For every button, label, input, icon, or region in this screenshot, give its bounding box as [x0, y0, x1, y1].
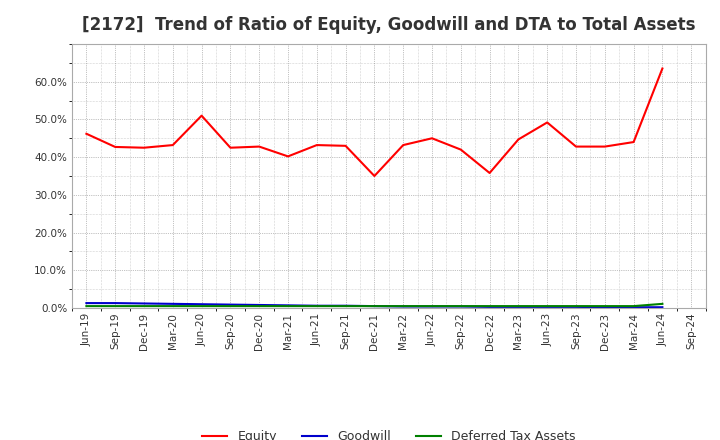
Equity — [629, 139, 638, 145]
Deferred Tax Assets — [428, 304, 436, 309]
Deferred Tax Assets — [399, 304, 408, 309]
Line: Equity: Equity — [86, 69, 662, 176]
Deferred Tax Assets — [341, 304, 350, 309]
Deferred Tax Assets — [284, 304, 292, 309]
Title: [2172]  Trend of Ratio of Equity, Goodwill and DTA to Total Assets: [2172] Trend of Ratio of Equity, Goodwil… — [82, 16, 696, 34]
Deferred Tax Assets — [658, 301, 667, 307]
Goodwill — [111, 301, 120, 306]
Goodwill — [572, 304, 580, 309]
Equity — [600, 144, 609, 149]
Goodwill — [82, 301, 91, 306]
Goodwill — [428, 304, 436, 309]
Equity — [456, 147, 465, 152]
Deferred Tax Assets — [255, 304, 264, 309]
Deferred Tax Assets — [140, 304, 148, 309]
Goodwill — [658, 304, 667, 310]
Deferred Tax Assets — [168, 304, 177, 309]
Goodwill — [341, 303, 350, 308]
Deferred Tax Assets — [543, 304, 552, 309]
Equity — [514, 137, 523, 142]
Equity — [658, 66, 667, 71]
Equity — [399, 143, 408, 148]
Equity — [428, 136, 436, 141]
Equity — [82, 131, 91, 136]
Equity — [370, 173, 379, 179]
Goodwill — [399, 304, 408, 309]
Goodwill — [284, 303, 292, 308]
Deferred Tax Assets — [514, 304, 523, 309]
Equity — [312, 143, 321, 148]
Equity — [197, 113, 206, 118]
Deferred Tax Assets — [226, 304, 235, 309]
Equity — [111, 144, 120, 150]
Equity — [168, 143, 177, 148]
Goodwill — [168, 301, 177, 307]
Equity — [543, 120, 552, 125]
Deferred Tax Assets — [312, 304, 321, 309]
Equity — [572, 144, 580, 149]
Equity — [226, 145, 235, 150]
Deferred Tax Assets — [370, 304, 379, 309]
Goodwill — [629, 304, 638, 310]
Legend: Equity, Goodwill, Deferred Tax Assets: Equity, Goodwill, Deferred Tax Assets — [197, 425, 580, 440]
Goodwill — [312, 303, 321, 308]
Equity — [284, 154, 292, 159]
Equity — [255, 144, 264, 149]
Equity — [485, 170, 494, 176]
Deferred Tax Assets — [600, 304, 609, 309]
Equity — [341, 143, 350, 148]
Goodwill — [485, 304, 494, 309]
Deferred Tax Assets — [629, 304, 638, 309]
Deferred Tax Assets — [111, 304, 120, 309]
Line: Goodwill: Goodwill — [86, 303, 662, 307]
Goodwill — [456, 304, 465, 309]
Line: Deferred Tax Assets: Deferred Tax Assets — [86, 304, 662, 306]
Deferred Tax Assets — [485, 304, 494, 309]
Deferred Tax Assets — [82, 304, 91, 309]
Deferred Tax Assets — [572, 304, 580, 309]
Goodwill — [600, 304, 609, 310]
Goodwill — [370, 304, 379, 309]
Goodwill — [514, 304, 523, 309]
Deferred Tax Assets — [197, 304, 206, 309]
Equity — [140, 145, 148, 150]
Deferred Tax Assets — [456, 304, 465, 309]
Goodwill — [543, 304, 552, 309]
Goodwill — [226, 302, 235, 307]
Goodwill — [140, 301, 148, 306]
Goodwill — [255, 302, 264, 308]
Goodwill — [197, 301, 206, 307]
